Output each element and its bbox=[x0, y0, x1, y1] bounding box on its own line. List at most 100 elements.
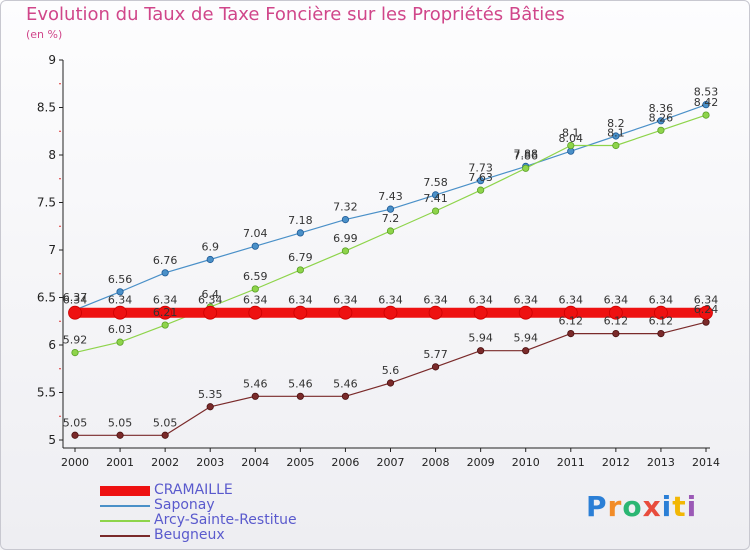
data-label: 7.18 bbox=[288, 214, 313, 227]
data-point bbox=[657, 126, 665, 134]
data-label: 7.43 bbox=[378, 190, 403, 203]
data-label: 5.6 bbox=[382, 364, 400, 377]
data-point bbox=[522, 164, 530, 172]
data-point bbox=[296, 229, 304, 237]
x-tick-label: 2008 bbox=[422, 456, 450, 469]
data-label: 8.04 bbox=[559, 132, 584, 145]
data-label: 5.35 bbox=[198, 388, 223, 401]
data-point bbox=[161, 431, 169, 439]
data-point bbox=[296, 266, 304, 274]
data-point bbox=[251, 242, 259, 250]
data-label: 7.86 bbox=[513, 149, 538, 162]
data-label: 8.1 bbox=[562, 127, 580, 140]
legend-swatch bbox=[100, 486, 150, 496]
data-label: 6.4 bbox=[201, 288, 219, 301]
data-point bbox=[477, 186, 485, 194]
logo-letter: i bbox=[686, 490, 698, 523]
data-point bbox=[116, 338, 124, 346]
x-tick-label: 2006 bbox=[331, 456, 359, 469]
data-point bbox=[113, 305, 127, 320]
x-tick-label: 2010 bbox=[512, 456, 540, 469]
x-tick-label: 2011 bbox=[557, 456, 585, 469]
data-label: 6.9 bbox=[201, 241, 219, 254]
x-tick-label: 2007 bbox=[377, 456, 405, 469]
data-point bbox=[431, 191, 440, 199]
data-point bbox=[338, 305, 353, 320]
y-tick-label: 5.5 bbox=[37, 386, 56, 400]
data-label: 6.12 bbox=[559, 315, 584, 328]
data-label: 6.37 bbox=[63, 291, 88, 304]
x-tick-label: 2014 bbox=[692, 456, 720, 469]
data-point bbox=[473, 305, 488, 320]
x-tick-label: 2000 bbox=[61, 456, 89, 469]
y-tick-label: 9 bbox=[48, 53, 56, 67]
data-point bbox=[522, 347, 530, 355]
data-point bbox=[702, 101, 710, 109]
data-label: 6.03 bbox=[108, 323, 133, 336]
x-tick-label: 2003 bbox=[196, 456, 224, 469]
legend-label: Saponay bbox=[154, 497, 215, 513]
data-label: 6.34 bbox=[378, 294, 403, 307]
data-label: 5.94 bbox=[513, 332, 538, 345]
data-point bbox=[116, 288, 124, 296]
data-point bbox=[702, 111, 710, 119]
data-label: 6.59 bbox=[243, 270, 268, 283]
data-label: 7.88 bbox=[513, 147, 538, 160]
legend-swatch bbox=[100, 535, 150, 537]
data-point bbox=[386, 205, 395, 213]
y-tick-label: 8.5 bbox=[37, 101, 56, 115]
x-tick-label: 2001 bbox=[106, 456, 134, 469]
data-point bbox=[612, 329, 620, 338]
data-point bbox=[654, 305, 668, 320]
legend-label: Beugneux bbox=[154, 527, 225, 543]
data-label: 8.2 bbox=[607, 117, 625, 130]
data-label: 8.42 bbox=[694, 96, 719, 109]
data-label: 7.73 bbox=[468, 162, 493, 175]
data-label: 6.12 bbox=[649, 315, 674, 328]
data-point bbox=[341, 392, 350, 400]
data-point bbox=[341, 216, 350, 224]
data-point bbox=[71, 348, 79, 357]
data-point bbox=[657, 329, 665, 338]
data-point bbox=[71, 431, 79, 439]
logo-letter: x bbox=[642, 490, 662, 523]
x-tick-label: 2013 bbox=[647, 456, 675, 469]
data-label: 5.05 bbox=[63, 416, 88, 429]
data-point bbox=[702, 318, 710, 326]
data-point bbox=[203, 305, 218, 320]
data-label: 7.41 bbox=[423, 192, 448, 205]
logo-letter: t bbox=[672, 490, 687, 523]
data-point bbox=[431, 363, 440, 371]
data-label: 6.34 bbox=[513, 294, 538, 307]
data-point bbox=[68, 305, 82, 320]
data-point bbox=[608, 305, 623, 320]
data-label: 6.34 bbox=[108, 294, 133, 307]
data-point bbox=[612, 132, 620, 140]
legend-swatch bbox=[100, 505, 150, 507]
data-point bbox=[248, 305, 263, 320]
data-point bbox=[518, 305, 533, 320]
data-point bbox=[206, 255, 214, 264]
data-point bbox=[699, 305, 713, 320]
data-label: 6.21 bbox=[153, 306, 178, 319]
data-point bbox=[161, 321, 169, 329]
x-tick-label: 2012 bbox=[602, 456, 630, 469]
data-label: 6.24 bbox=[694, 303, 719, 316]
data-point bbox=[612, 141, 620, 150]
chart-title: Evolution du Taux de Taxe Foncière sur l… bbox=[26, 4, 565, 25]
data-point bbox=[428, 305, 443, 320]
data-label: 6.12 bbox=[604, 315, 629, 328]
data-point bbox=[657, 117, 665, 125]
data-label: 5.05 bbox=[108, 416, 133, 429]
data-label: 6.76 bbox=[153, 254, 178, 267]
data-label: 6.34 bbox=[288, 294, 313, 307]
data-label: 8.26 bbox=[649, 111, 674, 124]
data-label: 8.36 bbox=[649, 102, 674, 115]
data-point bbox=[161, 269, 169, 277]
legend-label: Arcy-Sainte-Restitue bbox=[154, 512, 297, 528]
data-label: 6.56 bbox=[108, 273, 133, 286]
data-point bbox=[251, 392, 259, 400]
x-tick-label: 2009 bbox=[467, 456, 495, 469]
data-point bbox=[386, 227, 395, 235]
